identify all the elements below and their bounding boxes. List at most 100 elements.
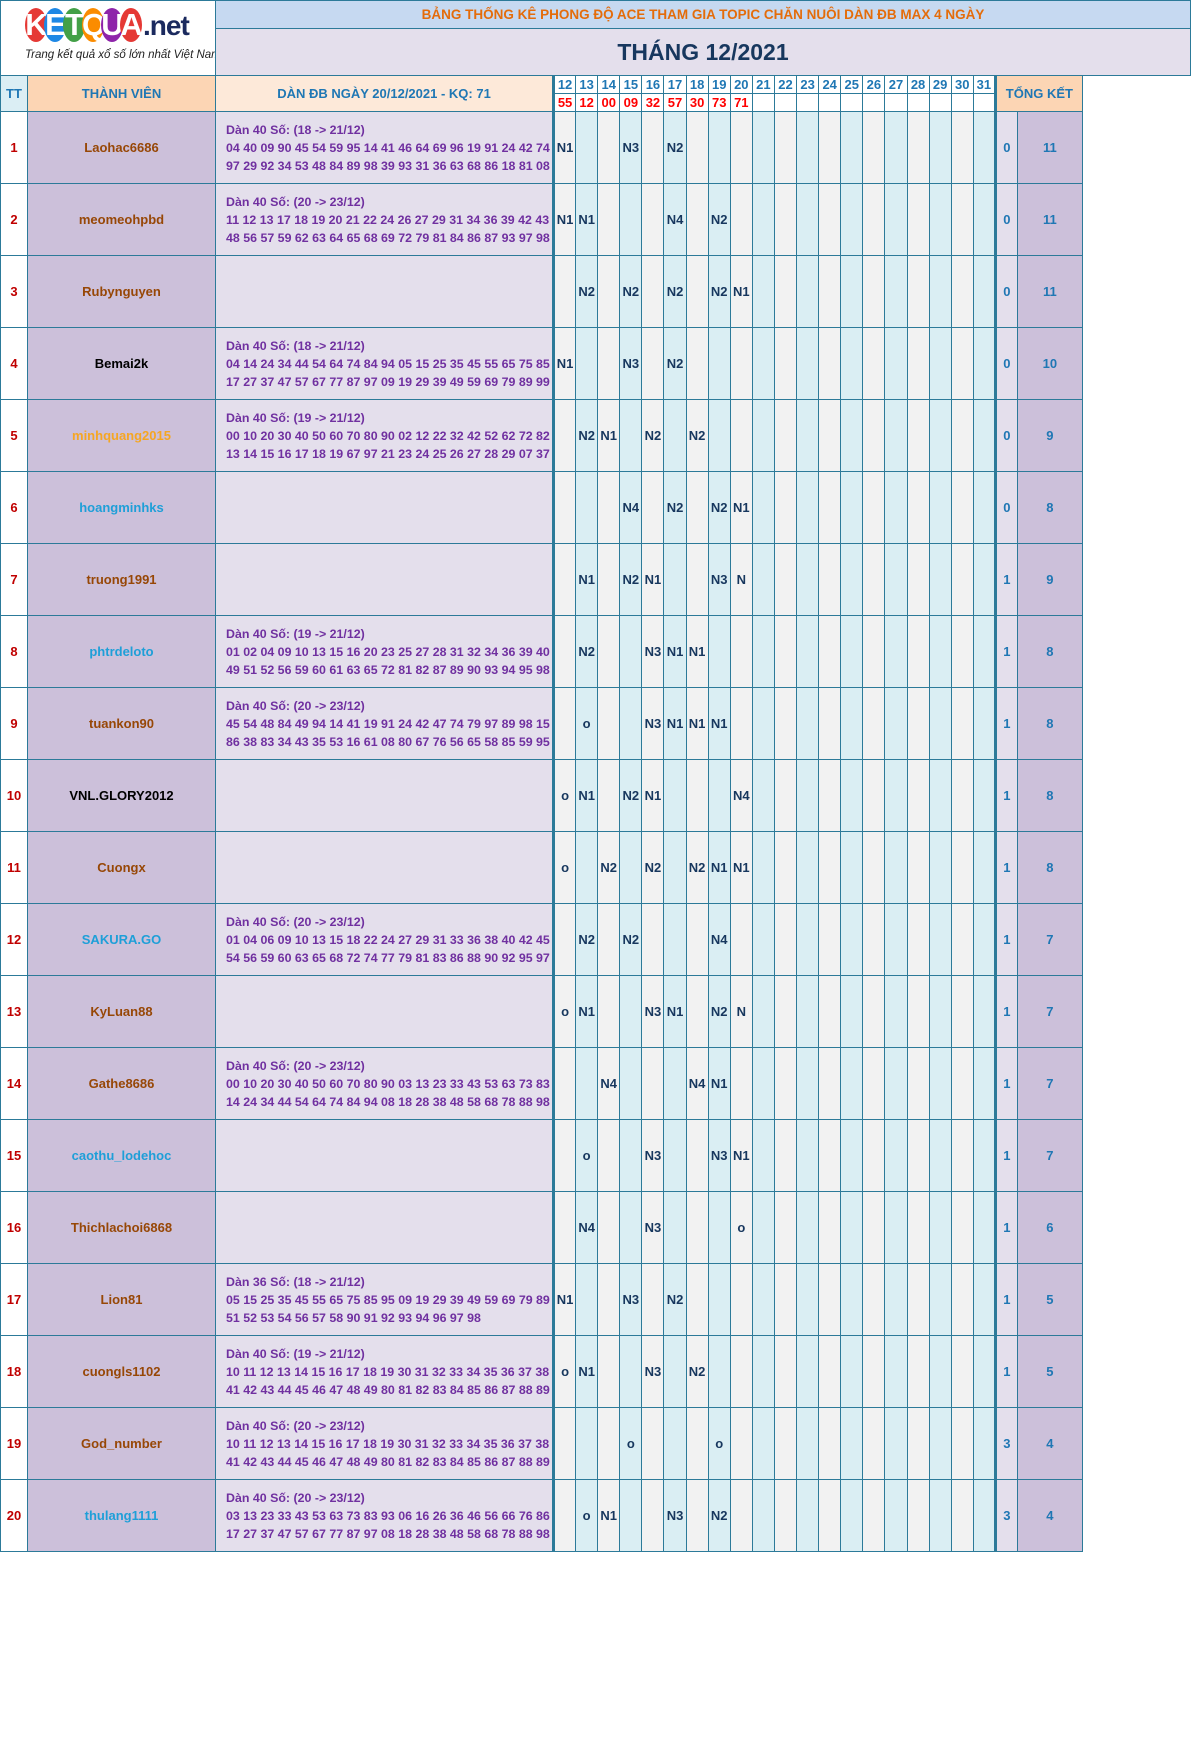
day-mark xyxy=(972,399,996,472)
dan-line: Dàn 40 Số: (20 -> 23/12) xyxy=(226,914,365,929)
day-mark xyxy=(773,615,798,688)
day-mark: N2 xyxy=(707,255,731,328)
day-mark xyxy=(796,903,820,976)
day-mark xyxy=(663,759,687,832)
day-header: 30 xyxy=(950,75,974,94)
dan-line: Dàn 40 Số: (20 -> 23/12) xyxy=(226,1058,365,1073)
day-mark xyxy=(619,975,643,1048)
day-mark xyxy=(751,903,775,976)
day-mark xyxy=(773,255,798,328)
day-mark xyxy=(972,759,996,832)
day-mark xyxy=(641,1407,665,1480)
header-tt: TT xyxy=(0,75,28,112)
row-number: 14 xyxy=(0,1047,28,1120)
dan-line: 45 54 48 84 49 94 14 41 19 91 24 42 47 7… xyxy=(226,716,554,731)
day-mark xyxy=(862,1335,886,1408)
day-mark xyxy=(575,831,599,904)
day-mark xyxy=(685,1191,709,1264)
day-mark xyxy=(862,1119,886,1192)
dan-line: Dàn 40 Số: (20 -> 23/12) xyxy=(226,698,365,713)
day-mark xyxy=(906,543,930,616)
day-mark xyxy=(818,1479,842,1552)
day-mark xyxy=(552,1119,577,1192)
day-mark xyxy=(751,1263,775,1336)
day-mark: N4 xyxy=(707,903,731,976)
day-mark xyxy=(597,1335,621,1408)
member-name: KyLuan88 xyxy=(27,975,216,1048)
day-mark xyxy=(972,543,996,616)
day-mark xyxy=(773,1263,798,1336)
day-mark xyxy=(552,615,577,688)
day-mark xyxy=(619,615,643,688)
member-row: 4 Bemai2k Dàn 40 Số: (18 -> 21/12) 04 14 24… xyxy=(0,327,1191,400)
day-mark xyxy=(663,1119,687,1192)
day-mark xyxy=(729,111,753,184)
day-mark xyxy=(906,1047,930,1120)
dan-line: 01 02 04 09 10 13 15 16 20 23 25 27 28 3… xyxy=(226,644,554,659)
day-mark xyxy=(552,543,577,616)
score-total: 6 xyxy=(1016,1191,1083,1264)
day-mark xyxy=(950,1263,974,1336)
row-number: 12 xyxy=(0,903,28,976)
day-mark xyxy=(796,471,820,544)
day-mark: N1 xyxy=(597,1479,621,1552)
day-mark xyxy=(619,1335,643,1408)
row-number: 7 xyxy=(0,543,28,616)
day-header: 21 xyxy=(751,75,775,94)
day-mark xyxy=(773,903,798,976)
member-name: VNL.GLORY2012 xyxy=(27,759,216,832)
score-small: 1 xyxy=(993,1335,1018,1408)
day-mark: N2 xyxy=(641,399,665,472)
day-mark xyxy=(685,1479,709,1552)
day-result: 12 xyxy=(575,93,599,112)
day-mark xyxy=(796,543,820,616)
day-mark xyxy=(597,615,621,688)
score-total: 5 xyxy=(1016,1263,1083,1336)
day-mark xyxy=(597,471,621,544)
score-total: 7 xyxy=(1016,903,1083,976)
day-mark xyxy=(818,183,842,256)
day-mark xyxy=(972,1263,996,1336)
day-mark xyxy=(906,1119,930,1192)
day-mark: N1 xyxy=(575,543,599,616)
day-mark: N1 xyxy=(552,327,577,400)
row-number: 9 xyxy=(0,687,28,760)
day-mark xyxy=(818,471,842,544)
day-mark xyxy=(597,903,621,976)
day-result xyxy=(906,93,930,112)
day-mark: N4 xyxy=(597,1047,621,1120)
day-mark xyxy=(796,1479,820,1552)
day-mark: o xyxy=(575,687,599,760)
day-mark xyxy=(751,327,775,400)
day-mark xyxy=(796,183,820,256)
day-mark xyxy=(862,543,886,616)
member-name: Laohac6686 xyxy=(27,111,216,184)
dan-numbers: Dàn 36 Số: (18 -> 21/12) 05 15 25 35 45 5… xyxy=(215,1263,555,1336)
day-mark xyxy=(619,399,643,472)
day-mark xyxy=(552,1191,577,1264)
ketqua-logo[interactable]: KETQUA.net Trang kết quả xổ số lớn nhất V… xyxy=(2,2,215,75)
day-mark xyxy=(862,975,886,1048)
member-name: Gathe8686 xyxy=(27,1047,216,1120)
member-row: 10 VNL.GLORY2012 o N1 N2 N1 N4 1 8 xyxy=(0,759,1191,832)
day-mark: N2 xyxy=(663,111,687,184)
day-mark xyxy=(884,471,908,544)
day-mark xyxy=(641,903,665,976)
day-mark xyxy=(597,183,621,256)
day-header: 17 xyxy=(663,75,687,94)
day-mark xyxy=(619,831,643,904)
dan-line: 05 15 25 35 45 55 65 75 85 95 09 19 29 3… xyxy=(226,1292,554,1307)
day-mark: N1 xyxy=(707,687,731,760)
day-mark: N3 xyxy=(619,327,643,400)
day-result: 00 xyxy=(597,93,621,112)
day-mark xyxy=(884,183,908,256)
day-mark xyxy=(906,1191,930,1264)
day-mark xyxy=(796,831,820,904)
day-mark xyxy=(552,687,577,760)
day-mark: o xyxy=(552,1335,577,1408)
day-mark xyxy=(796,1119,820,1192)
day-mark xyxy=(685,903,709,976)
score-small: 1 xyxy=(993,687,1018,760)
score-small: 1 xyxy=(993,975,1018,1048)
day-mark: N4 xyxy=(729,759,753,832)
